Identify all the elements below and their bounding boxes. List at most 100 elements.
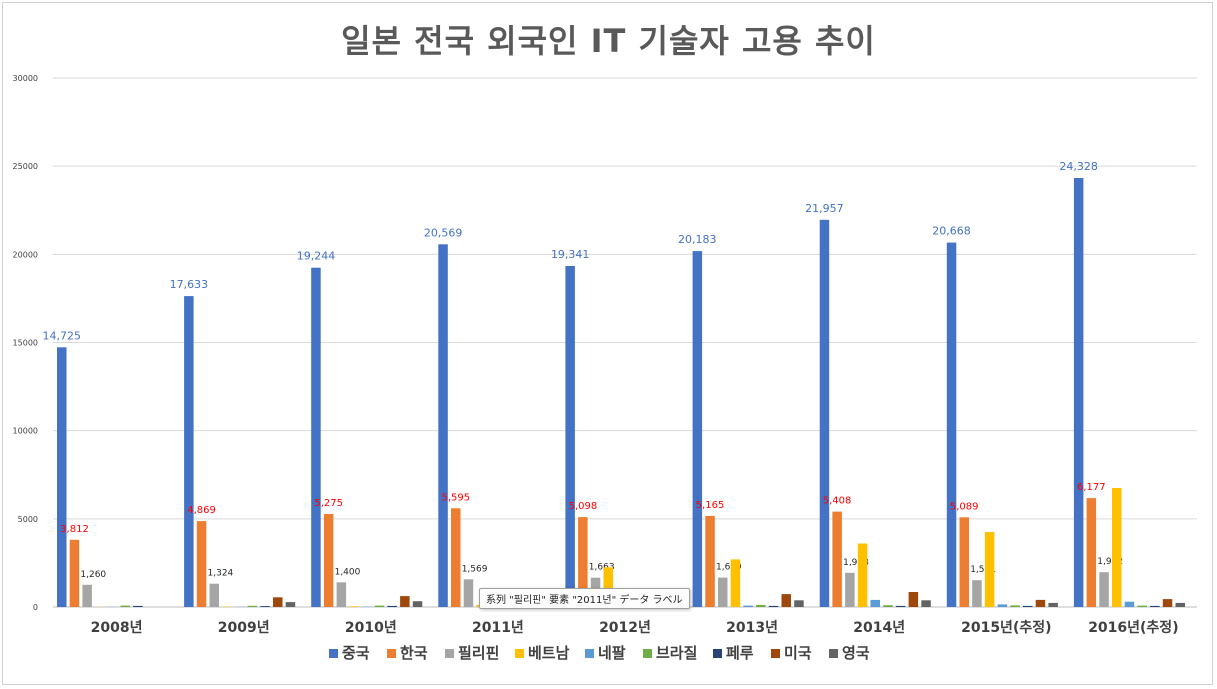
bar-필리핀-2010년[interactable] xyxy=(336,582,347,607)
bar-페루-2014년[interactable] xyxy=(895,605,906,607)
y-tick-label: 30000 xyxy=(13,74,38,83)
legend-item-미국[interactable]: 미국 xyxy=(771,644,812,662)
bar-페루-2015년(추정)[interactable] xyxy=(1023,605,1033,607)
data-label-중국[interactable]: 14,725 xyxy=(43,329,82,342)
legend-item-네팔[interactable]: 네팔 xyxy=(585,644,626,662)
bar-네팔-2013년[interactable] xyxy=(743,605,753,607)
bar-필리핀-2011년[interactable] xyxy=(463,579,474,607)
bar-중국-2011년[interactable] xyxy=(438,244,448,608)
bar-한국-2010년[interactable] xyxy=(323,514,334,607)
data-label-필리핀[interactable]: 1,400 xyxy=(335,567,361,577)
bar-필리핀-2013년[interactable] xyxy=(718,577,728,607)
bar-영국-2016년(추정)[interactable] xyxy=(1175,602,1186,607)
data-label-중국[interactable]: 17,633 xyxy=(170,278,209,291)
data-label-중국[interactable]: 20,183 xyxy=(678,233,717,246)
bar-네팔-2014년[interactable] xyxy=(870,599,881,607)
bar-페루-2016년(추정)[interactable] xyxy=(1150,605,1160,607)
data-label-필리핀[interactable]: 1,669 xyxy=(716,563,742,573)
bar-브라질-2014년[interactable] xyxy=(883,605,893,607)
data-label-필리핀[interactable]: 1,569 xyxy=(462,564,488,574)
bar-중국-2010년[interactable] xyxy=(311,267,321,607)
data-label-중국[interactable]: 24,328 xyxy=(1059,160,1098,173)
bar-중국-2012년[interactable] xyxy=(565,266,575,607)
bar-미국-2013년[interactable] xyxy=(781,594,792,607)
bar-브라질-2009년[interactable] xyxy=(247,605,258,607)
bar-필리핀-2009년[interactable] xyxy=(209,583,220,607)
legend-item-브라질[interactable]: 브라질 xyxy=(643,644,697,662)
bar-미국-2014년[interactable] xyxy=(908,592,919,607)
data-label-중국[interactable]: 20,569 xyxy=(424,226,463,239)
data-label-필리핀[interactable]: 1,663 xyxy=(589,563,615,573)
bar-미국-2009년[interactable] xyxy=(273,597,283,607)
data-label-한국[interactable]: 6,177 xyxy=(1077,482,1106,493)
data-label-필리핀[interactable]: 1,521 xyxy=(970,565,996,575)
bar-한국-2014년[interactable] xyxy=(832,511,842,607)
bar-베트남-2016년(추정)[interactable] xyxy=(1112,488,1122,607)
data-label-한국[interactable]: 5,098 xyxy=(569,501,598,512)
data-label-한국[interactable]: 5,595 xyxy=(441,492,470,503)
bar-브라질-2016년(추정)[interactable] xyxy=(1137,605,1147,607)
legend-item-필리핀[interactable]: 필리핀 xyxy=(445,644,499,662)
data-label-한국[interactable]: 5,275 xyxy=(314,498,343,509)
legend-item-영국[interactable]: 영국 xyxy=(829,644,870,662)
data-label-필리핀[interactable]: 1,260 xyxy=(80,570,106,580)
bar-한국-2008년[interactable] xyxy=(69,539,80,607)
bar-한국-2011년[interactable] xyxy=(451,508,461,607)
bar-영국-2014년[interactable] xyxy=(921,600,931,607)
bar-베트남-2010년[interactable] xyxy=(349,606,359,607)
data-label-한국[interactable]: 3,812 xyxy=(60,524,89,535)
data-label-중국[interactable]: 19,244 xyxy=(297,250,336,263)
legend-item-중국[interactable]: 중국 xyxy=(329,644,370,662)
bar-페루-2009년[interactable] xyxy=(260,606,270,607)
data-label-한국[interactable]: 4,869 xyxy=(187,505,216,516)
bar-영국-2010년[interactable] xyxy=(412,601,423,607)
bar-미국-2015년(추정)[interactable] xyxy=(1035,599,1046,607)
bar-영국-2015년(추정)[interactable] xyxy=(1048,602,1058,607)
bar-필리핀-2008년[interactable] xyxy=(82,584,92,607)
bar-네팔-2016년(추정)[interactable] xyxy=(1124,601,1135,607)
bar-필리핀-2016년(추정)[interactable] xyxy=(1099,572,1109,607)
bar-한국-2016년(추정)[interactable] xyxy=(1086,498,1097,607)
data-label-중국[interactable]: 21,957 xyxy=(805,202,844,215)
bar-중국-2013년[interactable] xyxy=(692,251,703,607)
data-label-필리핀[interactable]: 1,324 xyxy=(208,569,234,579)
bar-페루-2013년[interactable] xyxy=(768,605,779,607)
bar-한국-2012년[interactable] xyxy=(578,517,588,607)
data-label-한국[interactable]: 5,408 xyxy=(823,496,852,507)
bar-베트남-2015년(추정)[interactable] xyxy=(984,532,995,607)
data-label-필리핀[interactable]: 1,938 xyxy=(843,558,869,568)
bar-브라질-2008년[interactable] xyxy=(120,605,131,607)
bar-중국-2014년[interactable] xyxy=(819,219,830,608)
bar-영국-2013년[interactable] xyxy=(794,600,804,607)
bar-중국-2015년(추정)[interactable] xyxy=(946,242,957,607)
bar-미국-2016년(추정)[interactable] xyxy=(1162,599,1173,607)
bar-필리핀-2014년[interactable] xyxy=(845,572,855,607)
bar-한국-2013년[interactable] xyxy=(705,515,715,607)
bar-네팔-2015년(추정)[interactable] xyxy=(997,604,1008,607)
legend-item-베트남[interactable]: 베트남 xyxy=(515,644,570,662)
legend-item-한국[interactable]: 한국 xyxy=(387,644,428,662)
legend-item-페루[interactable]: 페루 xyxy=(713,644,754,662)
bar-중국-2008년[interactable] xyxy=(57,347,67,607)
bar-베트남-2014년[interactable] xyxy=(857,543,868,608)
data-label-필리핀[interactable]: 1,972 xyxy=(1097,557,1123,567)
data-label-한국[interactable]: 5,165 xyxy=(696,500,725,511)
bar-브라질-2013년[interactable] xyxy=(756,604,766,607)
bar-미국-2010년[interactable] xyxy=(400,596,410,607)
bar-페루-2010년[interactable] xyxy=(387,605,397,607)
bar-페루-2008년[interactable] xyxy=(133,605,143,607)
bar-영국-2009년[interactable] xyxy=(285,602,296,607)
bar-한국-2009년[interactable] xyxy=(196,521,207,607)
bar-한국-2015년(추정)[interactable] xyxy=(959,517,970,607)
bar-베트남-2012년[interactable] xyxy=(603,567,614,607)
bar-브라질-2015년(추정)[interactable] xyxy=(1010,605,1020,607)
data-label-중국[interactable]: 20,668 xyxy=(932,225,971,238)
data-label-중국[interactable]: 19,341 xyxy=(551,248,590,261)
bar-중국-2016년(추정)[interactable] xyxy=(1073,178,1084,607)
bar-브라질-2010년[interactable] xyxy=(374,605,385,607)
bar-베트남-2013년[interactable] xyxy=(730,559,741,607)
data-label-한국[interactable]: 5,089 xyxy=(950,501,979,512)
bar-중국-2009년[interactable] xyxy=(184,296,194,607)
bar-필리핀-2015년(추정)[interactable] xyxy=(972,580,982,607)
